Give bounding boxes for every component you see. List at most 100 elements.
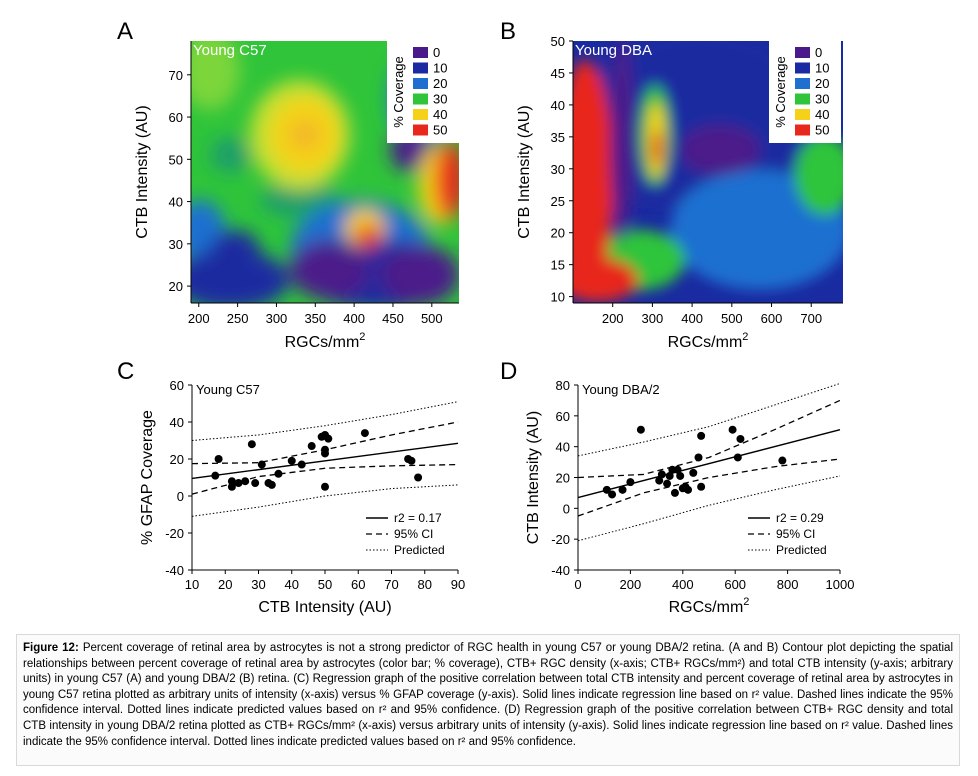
data-point: [274, 469, 283, 478]
data-point: [407, 456, 416, 465]
legend-label: 30: [815, 92, 829, 107]
x-axis-label-superscript: 2: [359, 331, 365, 343]
legend-label: 0: [433, 45, 440, 60]
y-tick-label: 15: [551, 258, 565, 273]
data-point: [287, 456, 296, 465]
x-tick-label: 10: [185, 577, 199, 592]
x-tick-label: 30: [251, 577, 265, 592]
regression-line: [577, 429, 841, 499]
y-tick-label: -20: [551, 532, 570, 547]
x-tick-label: 800: [777, 577, 799, 592]
y-tick-label: 40: [556, 440, 570, 455]
x-tick-label: 450: [382, 311, 404, 326]
panel-letter-c: C: [117, 358, 135, 385]
y-tick-label: 20: [551, 226, 565, 241]
y-tick-label: 70: [169, 68, 183, 83]
contour-axes: 200 250 300 350 400 450 500203040506070RGCs/mm…: [134, 34, 843, 351]
data-point: [689, 468, 698, 477]
x-tick-label: 300: [642, 311, 664, 326]
data-point: [736, 434, 745, 443]
data-point: [602, 485, 611, 494]
legend-swatch: [413, 93, 428, 105]
y-tick-label: 40: [169, 195, 183, 210]
data-point: [307, 442, 316, 451]
y-axis-label: % GFAP Coverage: [139, 410, 156, 545]
x-tick-label: 200: [602, 311, 624, 326]
y-tick-label: 0: [563, 501, 570, 516]
predicted-upper-line: [191, 401, 459, 441]
data-point: [247, 440, 256, 449]
x-tick-label: 400: [681, 311, 703, 326]
legend-swatch: [795, 62, 810, 74]
x-tick-label: 40: [285, 577, 299, 592]
data-point: [684, 485, 693, 494]
y-tick-label: -40: [165, 563, 184, 578]
data-point: [618, 485, 627, 494]
x-axis-label-superscript: 2: [742, 331, 748, 343]
legend-r2-value: 2 = 0.17: [398, 511, 442, 525]
y-axis-label: CTB Intensity (AU): [516, 105, 533, 238]
data-point: [321, 482, 329, 491]
x-tick-label: 400: [672, 577, 694, 592]
panel-letter-a: A: [117, 18, 134, 45]
y-tick-label: 10: [551, 290, 565, 305]
data-point: [697, 482, 706, 491]
y-tick-label: 35: [551, 130, 565, 145]
x-axis-label-superscript: 2: [743, 596, 749, 608]
y-tick-label: 40: [170, 415, 184, 430]
legend-title: % Coverage: [773, 56, 788, 128]
legend-label: 30: [433, 92, 447, 107]
data-point: [251, 479, 260, 488]
x-axis-label: RGCs/mm2: [285, 331, 366, 351]
y-tick-label: 25: [551, 194, 565, 209]
data-point: [733, 453, 742, 462]
legend-swatch: [413, 78, 428, 89]
x-tick-label: 250: [227, 311, 249, 326]
legend-label: 0: [815, 45, 822, 60]
figure-caption: Figure 12: Percent coverage of retinal a…: [16, 634, 960, 766]
y-tick-label: 40: [551, 98, 565, 113]
data-point: [360, 429, 369, 438]
data-point: [297, 460, 306, 469]
data-point: [728, 425, 737, 434]
caption-text: Percent coverage of retinal area by astr…: [23, 642, 953, 748]
y-tick-label: 30: [551, 162, 565, 177]
y-tick-label: 20: [556, 471, 570, 486]
legend-r2-label: r2 = 0.29: [776, 511, 824, 525]
data-point: [694, 453, 703, 462]
predicted-upper-line: [577, 382, 841, 457]
legend-r2-value: 2 = 0.29: [780, 511, 824, 525]
x-axis-label: RGCs/mm2: [669, 596, 750, 616]
ci-lower-line: [577, 458, 841, 517]
data-point: [657, 470, 666, 479]
legend-swatch: [413, 47, 428, 58]
x-tick-label: 700: [800, 311, 822, 326]
data-point: [676, 471, 685, 480]
legend-swatch: [795, 109, 810, 120]
data-point: [608, 490, 617, 499]
legend-label: 20: [433, 76, 447, 91]
panel-title: Young C57: [196, 382, 260, 397]
x-tick-label: 500: [421, 311, 443, 326]
legend-swatch: [795, 47, 810, 58]
y-tick-label: 50: [551, 34, 565, 49]
x-tick-label: 60: [351, 577, 365, 592]
x-tick-label: 0: [574, 577, 581, 592]
x-tick-label: 600: [724, 577, 746, 592]
y-tick-label: 20: [169, 279, 183, 294]
legend-label: 20: [815, 76, 829, 91]
predicted-lower-line: [577, 475, 841, 542]
x-tick-label: 350: [304, 311, 326, 326]
data-point: [227, 477, 236, 486]
legend-label: 10: [815, 61, 829, 76]
x-tick-label: 200: [188, 311, 210, 326]
x-tick-label: 70: [384, 577, 398, 592]
x-tick-label: 200: [620, 577, 642, 592]
x-tick-label: 400: [343, 311, 365, 326]
legend-ci-label: 95% CI: [394, 527, 433, 541]
data-point: [211, 471, 220, 480]
legend-predicted-label: Predicted: [776, 543, 827, 557]
data-point: [665, 471, 674, 480]
data-point: [241, 477, 250, 486]
